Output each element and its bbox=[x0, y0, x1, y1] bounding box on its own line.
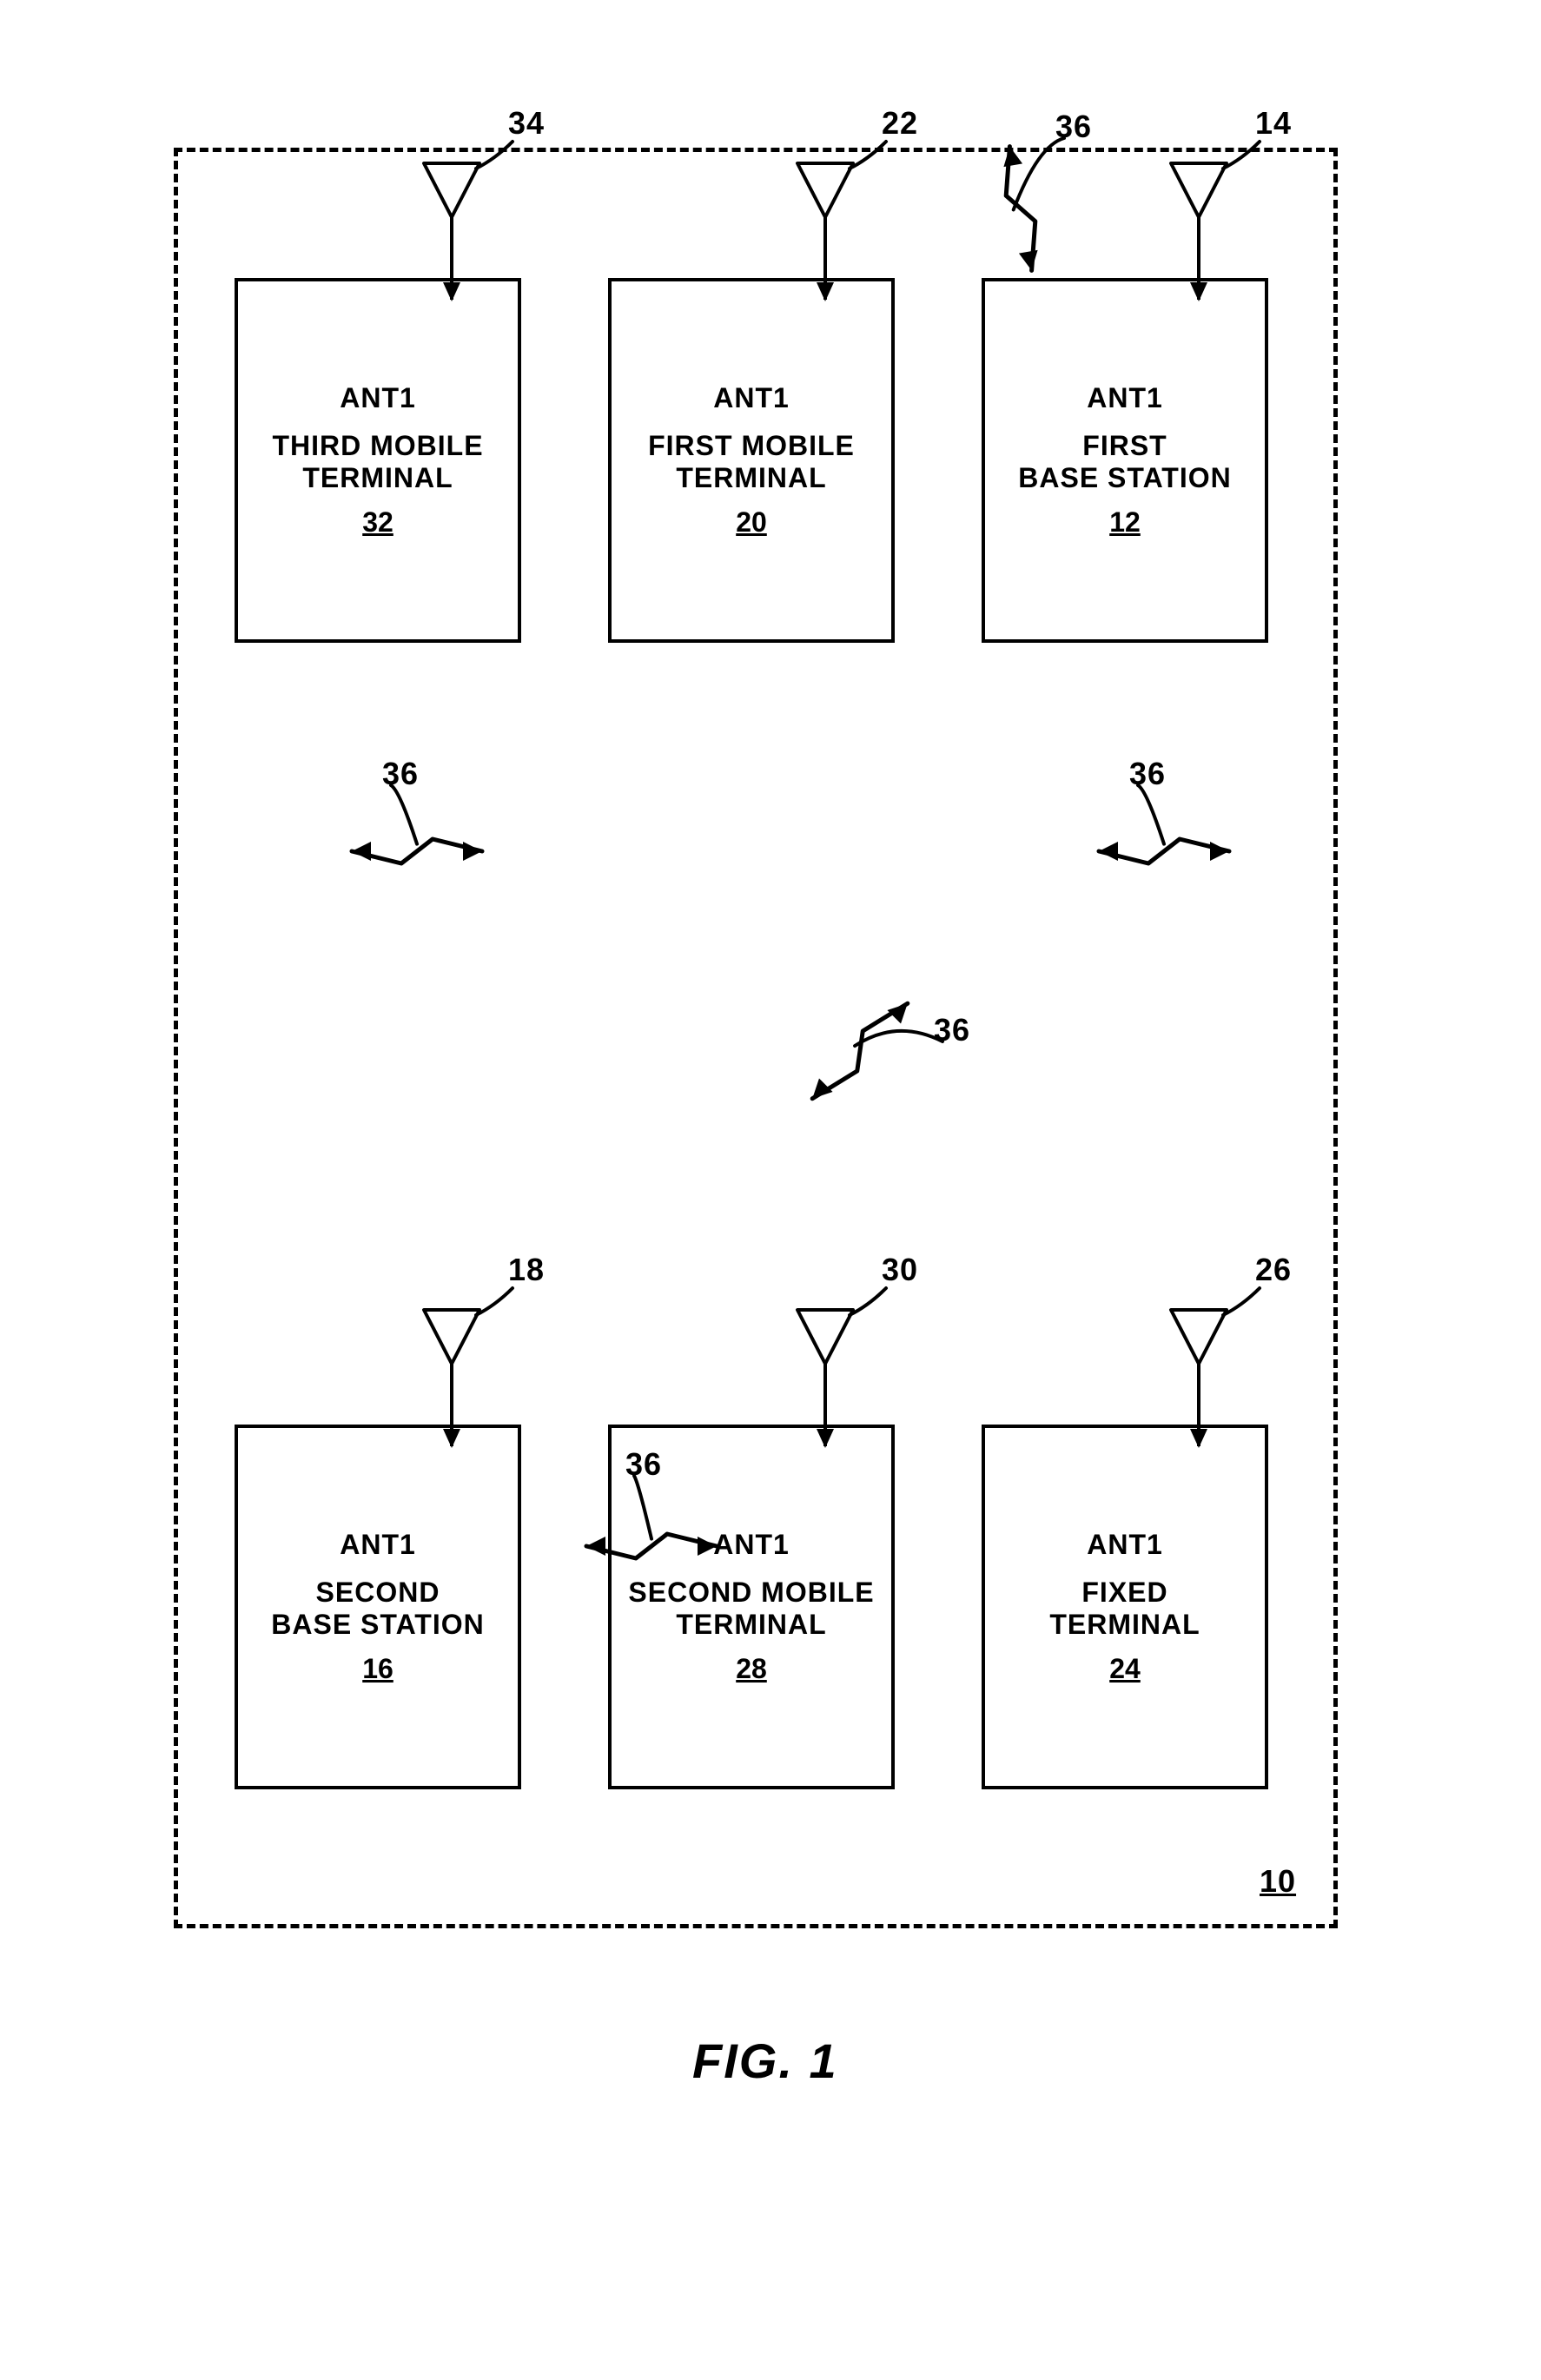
node-first-mobile-terminal: ANT1 FIRST MOBILETERMINAL 20 bbox=[608, 278, 895, 643]
node-ref: 24 bbox=[1109, 1653, 1141, 1685]
antenna-ref-label: 34 bbox=[508, 105, 545, 142]
antenna-ref-label: 18 bbox=[508, 1252, 545, 1288]
node-fixed-terminal: ANT1 FIXEDTERMINAL 24 bbox=[982, 1425, 1268, 1789]
ant-port-label: ANT1 bbox=[713, 1529, 790, 1561]
antenna-ref-label: 26 bbox=[1255, 1252, 1292, 1288]
diagram-canvas: ANT1 THIRD MOBILETERMINAL 32 ANT1 FIRST MOBI… bbox=[0, 0, 1541, 2380]
rf-ref-label: 36 bbox=[625, 1446, 662, 1483]
node-ref: 12 bbox=[1109, 506, 1141, 539]
rf-ref-label: 36 bbox=[1129, 756, 1166, 792]
node-second-base-station: ANT1 SECONDBASE STATION 16 bbox=[235, 1425, 521, 1789]
rf-ref-label: 36 bbox=[1055, 109, 1092, 145]
ant-port-label: ANT1 bbox=[340, 1529, 416, 1561]
node-ref: 20 bbox=[736, 506, 767, 539]
node-title: FIXEDTERMINAL bbox=[1049, 1577, 1200, 1641]
node-title: SECOND MOBILETERMINAL bbox=[628, 1577, 874, 1641]
ant-port-label: ANT1 bbox=[713, 382, 790, 414]
node-third-mobile-terminal: ANT1 THIRD MOBILETERMINAL 32 bbox=[235, 278, 521, 643]
node-first-base-station: ANT1 FIRSTBASE STATION 12 bbox=[982, 278, 1268, 643]
node-title: THIRD MOBILETERMINAL bbox=[272, 430, 483, 494]
antenna-ref-label: 22 bbox=[882, 105, 918, 142]
system-ref-label: 10 bbox=[1260, 1863, 1296, 1900]
rf-ref-label: 36 bbox=[382, 756, 419, 792]
ant-port-label: ANT1 bbox=[1087, 382, 1163, 414]
node-ref: 28 bbox=[736, 1653, 767, 1685]
ant-port-label: ANT1 bbox=[340, 382, 416, 414]
node-ref: 16 bbox=[362, 1653, 394, 1685]
ant-port-label: ANT1 bbox=[1087, 1529, 1163, 1561]
rf-ref-label: 36 bbox=[934, 1012, 970, 1048]
node-ref: 32 bbox=[362, 506, 394, 539]
node-title: FIRSTBASE STATION bbox=[1018, 430, 1231, 494]
antenna-ref-label: 30 bbox=[882, 1252, 918, 1288]
figure-label: FIG. 1 bbox=[692, 2033, 838, 2089]
node-title: FIRST MOBILETERMINAL bbox=[648, 430, 855, 494]
antenna-ref-label: 14 bbox=[1255, 105, 1292, 142]
node-title: SECONDBASE STATION bbox=[271, 1577, 484, 1641]
